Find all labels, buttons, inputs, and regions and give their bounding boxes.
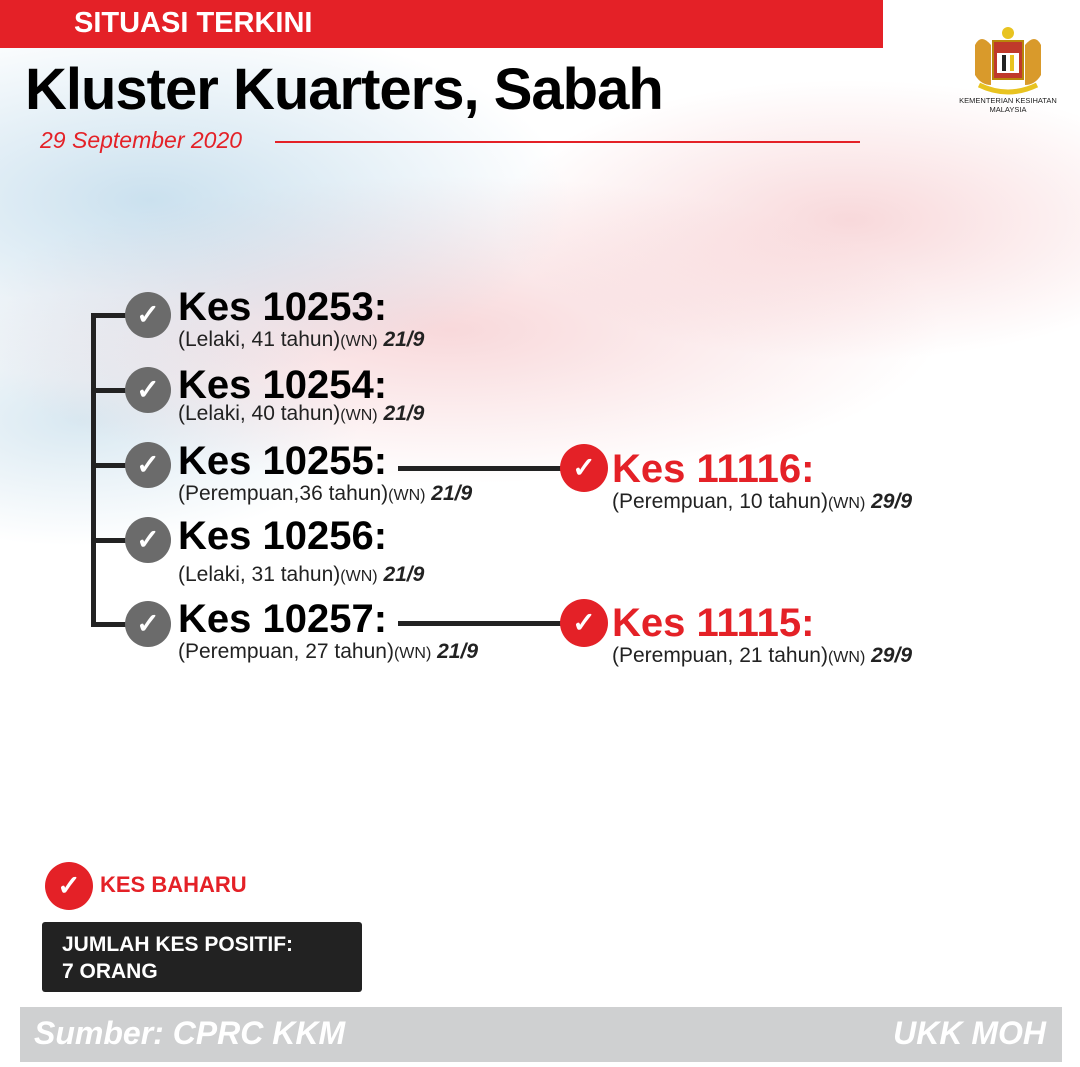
new-case-title: Kes 11115: bbox=[612, 601, 815, 645]
case-info: (Lelaki, 41 tahun) bbox=[178, 328, 341, 351]
branch-line bbox=[91, 622, 131, 627]
case-item: Kes 10253: (Lelaki, 41 tahun)(WN) 21/9 bbox=[178, 286, 424, 354]
total-label: JUMLAH KES POSITIF: bbox=[62, 933, 294, 956]
check-icon: ✓ bbox=[125, 292, 171, 338]
logo-text: KEMENTERIAN KESIHATAN MALAYSIA bbox=[959, 96, 1057, 114]
case-status: (WN) bbox=[393, 645, 432, 662]
new-case-detail: (Perempuan, 21 tahun)(WN) 29/9 bbox=[612, 644, 912, 670]
case-date: 29/9 bbox=[871, 490, 912, 513]
branch-line bbox=[91, 313, 131, 318]
check-icon: ✓ bbox=[125, 517, 171, 563]
case-date: 29/9 bbox=[871, 644, 912, 667]
case-date: 21/9 bbox=[383, 402, 425, 425]
new-case-detail: (Perempuan, 10 tahun)(WN) 29/9 bbox=[612, 490, 912, 516]
case-detail: (Perempuan,36 tahun)(WN) 21/9 bbox=[178, 482, 472, 508]
case-item: Kes 10254: (Lelaki, 40 tahun)(WN) 21/9 bbox=[178, 364, 424, 428]
new-case-check-icon: ✓ bbox=[560, 444, 608, 492]
case-info: (Perempuan, 21 tahun) bbox=[612, 644, 828, 667]
branch-line bbox=[91, 388, 131, 393]
case-info: (Lelaki, 40 tahun) bbox=[178, 402, 341, 425]
new-case-check-icon: ✓ bbox=[560, 599, 608, 647]
case-info: (Perempuan, 10 tahun) bbox=[612, 490, 828, 513]
new-case-item: Kes 11116: (Perempuan, 10 tahun)(WN) 29/… bbox=[612, 448, 912, 516]
case-detail: (Lelaki, 31 tahun)(WN) 21/9 bbox=[178, 563, 424, 589]
case-status: (WN) bbox=[340, 568, 378, 585]
banner-text: SITUASI TERKINI bbox=[74, 7, 313, 39]
tree-trunk-line bbox=[91, 313, 96, 627]
case-item: Kes 10256: (Lelaki, 31 tahun)(WN) 21/9 bbox=[178, 515, 424, 589]
case-title: Kes 10256: bbox=[178, 514, 388, 558]
new-case-item: Kes 11115: (Perempuan, 21 tahun)(WN) 29/… bbox=[612, 602, 912, 670]
total-value: 7 ORANG bbox=[62, 960, 158, 983]
case-info: (Perempuan, 27 tahun) bbox=[178, 640, 394, 663]
date-divider bbox=[275, 141, 860, 143]
case-title: Kes 10253: bbox=[178, 285, 388, 329]
link-line bbox=[398, 466, 568, 471]
case-status: (WN) bbox=[388, 487, 426, 504]
branch-line bbox=[91, 463, 131, 468]
case-info: (Perempuan,36 tahun) bbox=[178, 482, 389, 505]
case-date: 21/9 bbox=[383, 563, 425, 586]
coat-of-arms-logo bbox=[975, 27, 1041, 95]
case-detail: (Lelaki, 40 tahun)(WN) 21/9 bbox=[178, 402, 424, 428]
case-status: (WN) bbox=[340, 333, 378, 350]
check-icon: ✓ bbox=[125, 601, 171, 647]
case-date: 21/9 bbox=[437, 640, 478, 663]
footer-bar: Sumber: CPRC KKM UKK MOH bbox=[20, 1007, 1062, 1062]
case-status: (WN) bbox=[827, 495, 866, 512]
case-item: Kes 10255: (Perempuan,36 tahun)(WN) 21/9 bbox=[178, 440, 472, 508]
legend-label: KES BAHARU bbox=[100, 872, 247, 897]
case-info: (Lelaki, 31 tahun) bbox=[178, 563, 341, 586]
link-line bbox=[398, 621, 568, 626]
case-status: (WN) bbox=[827, 649, 866, 666]
header-banner: SITUASI TERKINI bbox=[0, 0, 883, 48]
case-item: Kes 10257: (Perempuan, 27 tahun)(WN) 21/… bbox=[178, 598, 478, 666]
case-detail: (Perempuan, 27 tahun)(WN) 21/9 bbox=[178, 640, 478, 666]
date-label: 29 September 2020 bbox=[40, 127, 243, 153]
legend-check-icon: ✓ bbox=[45, 862, 93, 910]
check-icon: ✓ bbox=[125, 367, 171, 413]
check-icon: ✓ bbox=[125, 442, 171, 488]
page-title: Kluster Kuarters, Sabah bbox=[25, 57, 664, 122]
case-title: Kes 10254: bbox=[178, 363, 388, 407]
branch-line bbox=[91, 538, 131, 543]
new-case-title: Kes 11116: bbox=[612, 447, 815, 491]
case-title: Kes 10255: bbox=[178, 439, 388, 483]
case-status: (WN) bbox=[340, 407, 378, 424]
source-label: Sumber: CPRC KKM bbox=[34, 1015, 346, 1051]
case-date: 21/9 bbox=[431, 482, 473, 505]
total-cases-box: JUMLAH KES POSITIF: 7 ORANG bbox=[42, 922, 362, 992]
case-detail: (Lelaki, 41 tahun)(WN) 21/9 bbox=[178, 328, 424, 354]
case-date: 21/9 bbox=[383, 328, 425, 351]
credit-label: UKK MOH bbox=[893, 1015, 1046, 1051]
case-title: Kes 10257: bbox=[178, 597, 388, 641]
